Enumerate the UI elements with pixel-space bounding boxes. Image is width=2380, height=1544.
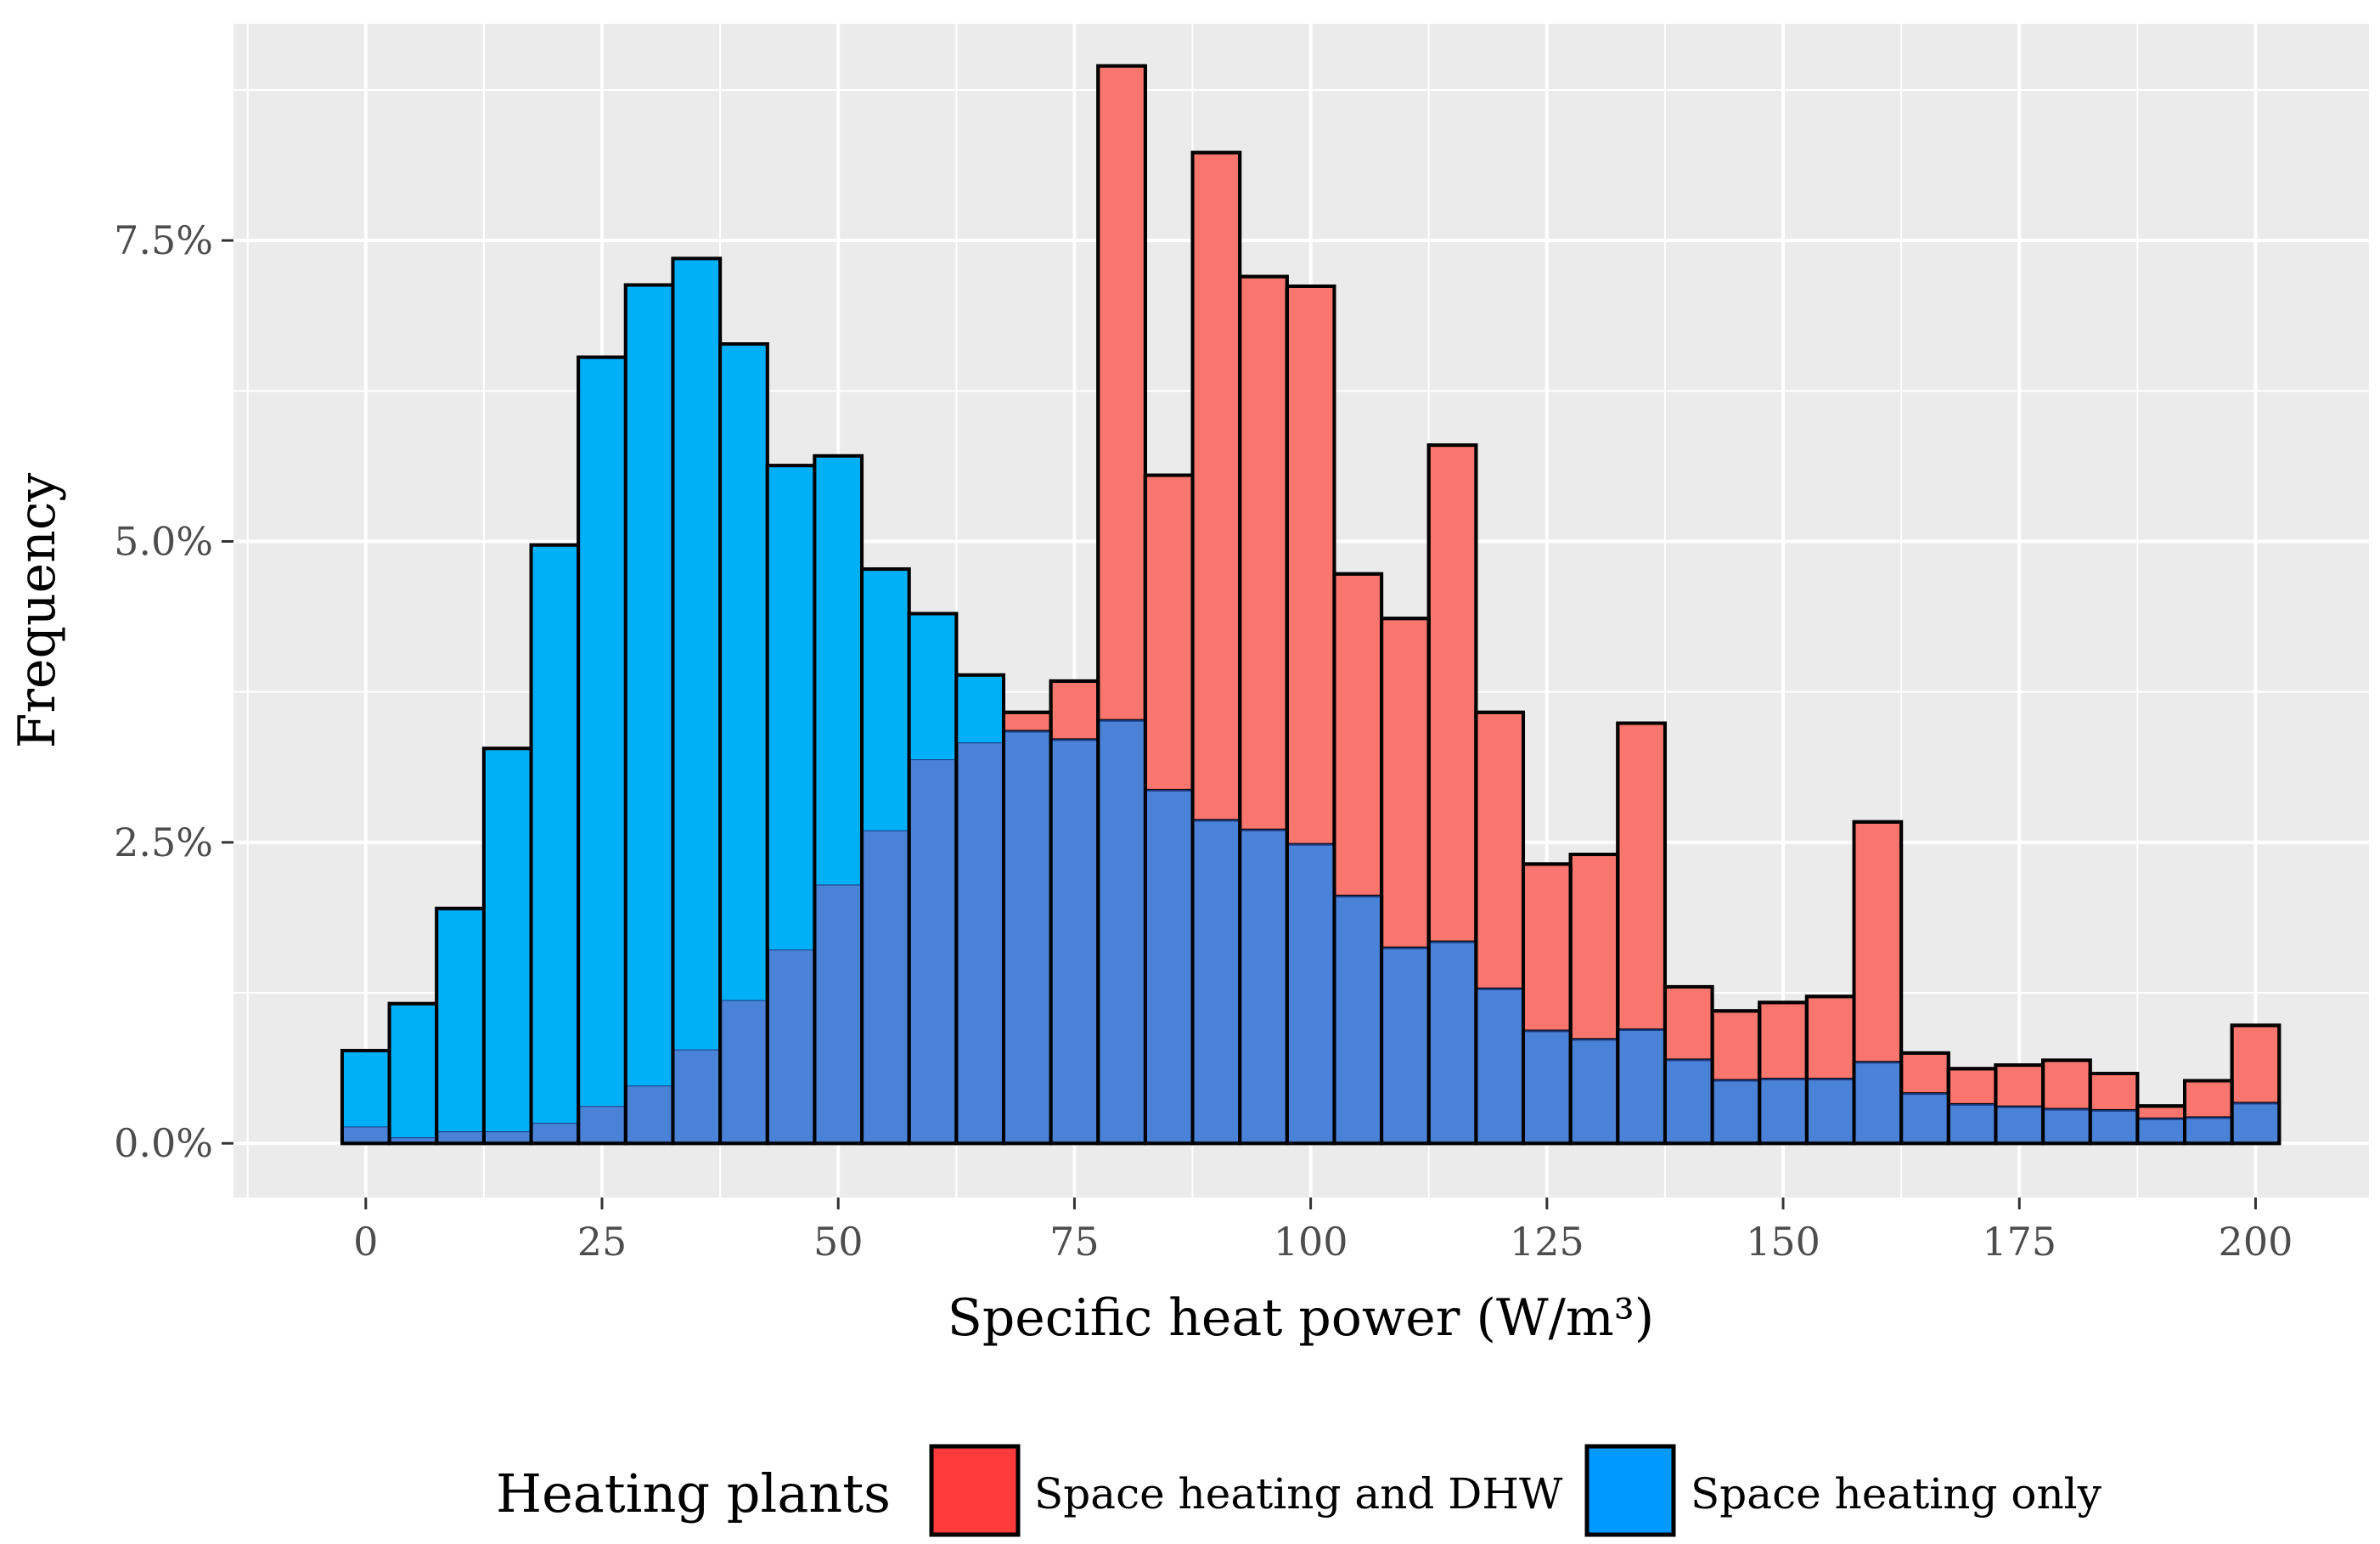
legend-key-space-heating-and-dhw	[929, 1444, 1021, 1537]
x-tick-label: 175	[1982, 1219, 2056, 1265]
bar-overlap	[767, 950, 815, 1144]
bar-overlap	[1854, 1062, 1902, 1144]
bar-overlap	[720, 1000, 768, 1144]
y-tick-label: 7.5%	[114, 217, 213, 263]
bar-space-heating-only-excess	[625, 285, 673, 1086]
legend-label-space-heating-only: Space heating only	[1691, 1469, 2102, 1519]
bar-overlap	[956, 742, 1004, 1144]
bar-overlap	[389, 1137, 437, 1144]
bar-overlap	[1759, 1079, 1807, 1144]
bar-overlap	[672, 1049, 721, 1144]
x-tick-label: 25	[577, 1219, 627, 1265]
bar-overlap	[2184, 1118, 2232, 1144]
bar-space-heating-only-excess	[956, 674, 1004, 743]
x-tick-label: 200	[2219, 1219, 2293, 1265]
bar-overlap	[1192, 820, 1241, 1144]
bar-overlap	[1476, 989, 1524, 1144]
bar-overlap	[578, 1106, 626, 1144]
series-overlap	[340, 64, 2282, 1146]
x-tick-label: 0	[353, 1219, 378, 1265]
bar-overlap	[2231, 1103, 2280, 1144]
bar-overlap	[436, 1131, 484, 1144]
bar-overlap	[531, 1123, 579, 1144]
bar-overlap	[1664, 1060, 1713, 1144]
bar-overlap	[1806, 1079, 1854, 1144]
bar-overlap	[1050, 740, 1099, 1144]
legend: Heating plants Space heating and DHW Spa…	[496, 1444, 2102, 1537]
bar-space-heating-only-excess	[720, 344, 768, 1000]
bar-overlap	[1240, 830, 1287, 1144]
bar-space-heating-only-excess	[767, 465, 815, 950]
x-tick-label: 150	[1746, 1219, 1820, 1265]
bar-overlap	[2043, 1109, 2090, 1144]
bar-overlap	[1428, 942, 1477, 1144]
bar-overlap	[1948, 1104, 1996, 1144]
bar-space-heating-only-excess	[814, 455, 863, 885]
bar-space-heating-only-excess	[672, 258, 721, 1050]
bar-space-heating-and-dhw-outline	[1616, 721, 1667, 1146]
bar-space-heating-only-excess	[483, 748, 532, 1132]
bar-overlap	[2137, 1119, 2185, 1144]
bar-overlap	[1712, 1080, 1760, 1144]
bar-overlap	[814, 884, 863, 1144]
bar-space-heating-only-excess	[389, 1003, 437, 1138]
bar-overlap	[483, 1131, 532, 1144]
y-tick-label: 5.0%	[114, 518, 213, 564]
bar-overlap	[1334, 896, 1382, 1144]
bar-overlap	[1995, 1107, 2044, 1144]
bar-overlap	[1381, 948, 1429, 1144]
y-axis-title: Frequency	[8, 473, 67, 749]
bar-overlap	[1523, 1031, 1571, 1144]
bar-space-heating-and-dhw-outline	[2230, 1023, 2282, 1146]
x-tick-label: 125	[1510, 1219, 1584, 1265]
bar-space-heating-only-excess	[341, 1051, 390, 1127]
y-tick-label: 2.5%	[114, 820, 213, 865]
bar-space-heating-only-excess	[862, 569, 909, 831]
bar-overlap	[862, 830, 909, 1144]
legend-label-space-heating-and-dhw: Space heating and DHW	[1034, 1469, 1563, 1519]
x-tick-label: 50	[813, 1219, 864, 1265]
y-tick-label: 0.0%	[114, 1120, 213, 1166]
axis-ticks: 0 25 50 75 100 125 150 175 200 0.0% 2.5% 5.0% 7.5%	[114, 217, 2293, 1265]
bar-overlap	[1286, 844, 1335, 1144]
bar-space-heating-only-excess	[531, 544, 579, 1124]
bar-space-heating-only-excess	[578, 357, 626, 1107]
x-tick-label: 75	[1049, 1219, 1100, 1265]
bar-space-heating-and-dhw-outline	[1852, 820, 1904, 1146]
legend-title: Heating plants	[496, 1462, 891, 1524]
bar-overlap	[625, 1085, 673, 1144]
bar-overlap	[909, 759, 957, 1144]
legend-key-space-heating-only	[1584, 1444, 1676, 1537]
bar-overlap	[341, 1126, 390, 1144]
bar-space-heating-only-excess	[436, 908, 484, 1132]
bar-overlap	[1901, 1094, 1949, 1144]
bar-overlap	[1570, 1040, 1618, 1144]
bar-space-heating-only-excess	[909, 613, 957, 760]
bar-overlap	[1618, 1029, 1665, 1144]
bar-overlap	[1145, 790, 1193, 1144]
bar-overlap	[1003, 731, 1051, 1144]
bar-overlap	[1098, 720, 1145, 1144]
bar-overlap	[2090, 1110, 2138, 1144]
x-tick-label: 100	[1274, 1219, 1348, 1265]
x-axis-title: Specific heat power (W/m³)	[948, 1288, 1654, 1348]
